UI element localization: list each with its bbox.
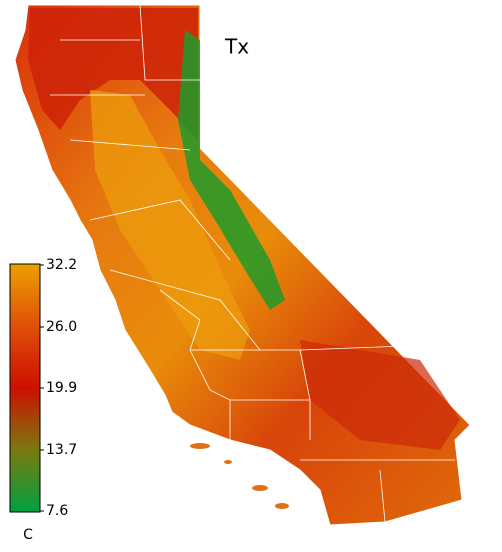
california: [14, 4, 471, 526]
county-line: [50, 39, 191, 151]
islands: [190, 443, 289, 509]
colorbar: [9, 263, 41, 513]
island: [190, 443, 210, 449]
colorbar-tick-label: 13.7: [46, 442, 77, 458]
map-title: Tx: [224, 35, 249, 59]
desert: [300, 340, 460, 450]
county-line: [159, 289, 311, 401]
central-valley: [90, 90, 250, 360]
colorbar-unit: C: [23, 527, 33, 543]
island: [275, 503, 289, 509]
county-line: [89, 199, 261, 351]
colorbar-tick-label: 7.6: [46, 503, 68, 519]
island: [252, 485, 268, 491]
northern-mountains: [28, 8, 198, 140]
sierra-nevada: [178, 30, 285, 310]
county-line: [300, 459, 455, 523]
colorbar-tick-label: 19.9: [46, 380, 77, 396]
county-lines: [50, 4, 455, 523]
county-line: [139, 4, 200, 81]
island: [224, 460, 232, 464]
county-line: [189, 349, 231, 440]
colorbar-tick-label: 26.0: [46, 319, 77, 335]
colorbar-tick-label: 32.2: [46, 257, 77, 273]
